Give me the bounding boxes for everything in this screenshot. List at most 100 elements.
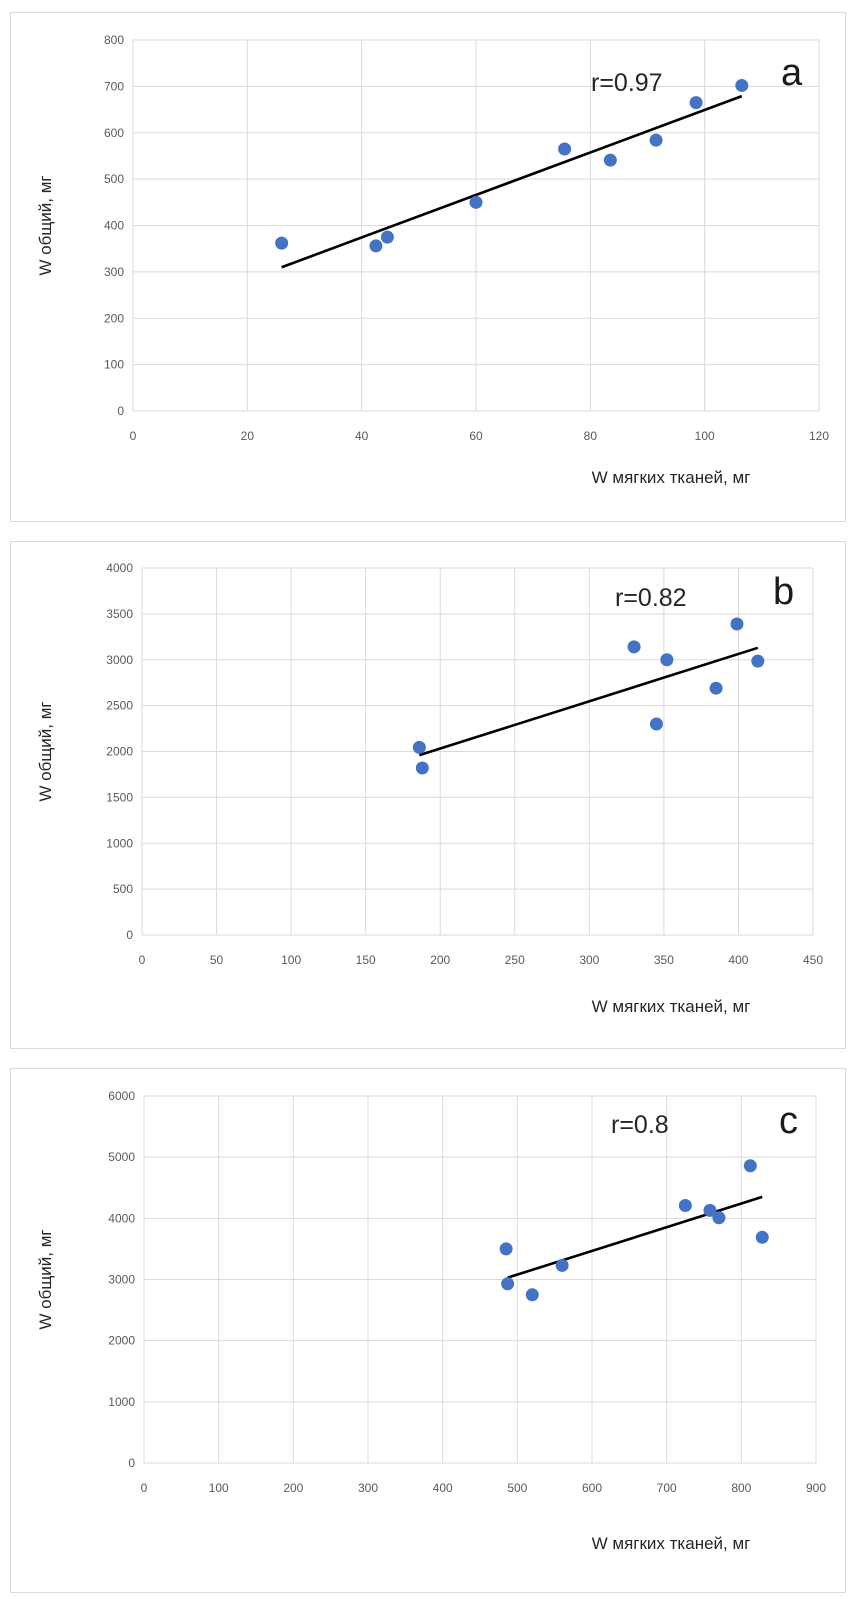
- data-point: [469, 195, 483, 209]
- data-point: [627, 640, 641, 654]
- y-tick-label: 3500: [106, 607, 133, 621]
- y-tick-label: 1000: [108, 1395, 135, 1409]
- y-tick-label: 2500: [106, 699, 133, 713]
- x-tick-label: 250: [505, 953, 525, 967]
- data-point: [730, 617, 744, 631]
- y-tick-label: 2000: [108, 1334, 135, 1348]
- chart-panel-a: 0 100 200 300 400 500 600 700 800 0 20 40 60 80 100 120…: [10, 12, 846, 522]
- scatter-chart-c: 0 1000 2000 3000 4000 5000 6000 0 100 200 300 400 50…: [36, 1089, 826, 1553]
- y-tick-label: 200: [104, 311, 124, 325]
- data-point: [501, 1277, 515, 1291]
- chart-panel-c: 0 1000 2000 3000 4000 5000 6000 0 100 200 300 400 50…: [10, 1068, 846, 1593]
- data-point: [743, 1159, 757, 1173]
- x-tick-label: 900: [806, 1481, 826, 1495]
- y-tick-label: 5000: [108, 1150, 135, 1164]
- trendline: [281, 94, 743, 269]
- y-tick-label: 1000: [106, 836, 133, 850]
- x-tick-label: 200: [283, 1481, 303, 1495]
- y-axis-title: W общий, мг: [36, 1229, 55, 1329]
- correlation-label: r=0.97: [591, 69, 663, 97]
- data-point: [678, 1198, 692, 1212]
- y-tick-label: 500: [104, 172, 124, 186]
- x-tick-label: 100: [281, 953, 301, 967]
- gridlines: [143, 1095, 817, 1464]
- data-point: [649, 133, 663, 147]
- data-point: [555, 1258, 569, 1272]
- x-tick-label: 40: [355, 429, 369, 443]
- y-tick-label: 2000: [106, 745, 133, 759]
- x-tick-label: 120: [809, 429, 829, 443]
- x-tick-label: 20: [241, 429, 255, 443]
- data-point: [755, 1230, 769, 1244]
- y-tick-label: 700: [104, 79, 124, 93]
- x-tick-label: 100: [695, 429, 715, 443]
- y-tick-label: 0: [128, 1456, 135, 1470]
- x-tick-label: 0: [139, 953, 146, 967]
- panel-letter: c: [779, 1100, 798, 1142]
- x-tick-label: 100: [209, 1481, 229, 1495]
- data-point: [412, 740, 426, 754]
- x-tick-label: 800: [731, 1481, 751, 1495]
- x-tick-label: 300: [579, 953, 599, 967]
- y-tick-label: 0: [126, 928, 133, 942]
- x-axis-title: W мягких тканей, мг: [592, 1534, 751, 1553]
- y-tick-label: 500: [113, 882, 133, 896]
- x-tick-label: 400: [433, 1481, 453, 1495]
- y-tick-label: 600: [104, 126, 124, 140]
- data-point: [525, 1288, 539, 1302]
- data-point: [380, 230, 394, 244]
- data-point: [558, 142, 572, 156]
- x-tick-label: 150: [356, 953, 376, 967]
- data-point: [660, 653, 674, 667]
- y-tick-label: 800: [104, 33, 124, 47]
- x-tick-label: 300: [358, 1481, 378, 1495]
- y-tick-label: 6000: [108, 1089, 135, 1103]
- data-point: [735, 78, 749, 92]
- x-axis-title: W мягких тканей, мг: [592, 997, 751, 1016]
- correlation-label: r=0.82: [615, 584, 687, 612]
- trendline: [418, 646, 759, 757]
- trendline: [507, 1195, 763, 1279]
- y-tick-label: 3000: [106, 653, 133, 667]
- y-tick-label: 4000: [108, 1211, 135, 1225]
- y-tick-label: 3000: [108, 1273, 135, 1287]
- x-tick-label: 400: [728, 953, 748, 967]
- x-tick-label: 0: [130, 429, 137, 443]
- data-point: [499, 1242, 513, 1256]
- y-axis-title: W общий, мг: [36, 701, 55, 801]
- data-point: [415, 761, 429, 775]
- y-tick-label: 0: [117, 404, 124, 418]
- panel-letter: a: [781, 52, 803, 94]
- y-tick-label: 400: [104, 219, 124, 233]
- y-tick-label: 300: [104, 265, 124, 279]
- x-tick-label: 0: [141, 1481, 148, 1495]
- x-tick-label: 60: [469, 429, 483, 443]
- panel-letter: b: [773, 571, 794, 613]
- data-point: [709, 681, 723, 695]
- x-tick-label: 80: [584, 429, 598, 443]
- data-point: [649, 717, 663, 731]
- data-point: [275, 236, 289, 250]
- scatter-chart-a: 0 100 200 300 400 500 600 700 800 0 20 40 60 80 100 120…: [36, 33, 829, 487]
- correlation-label: r=0.8: [611, 1111, 669, 1139]
- gridlines: [132, 39, 820, 412]
- y-tick-label: 1500: [106, 790, 133, 804]
- scatter-chart-b: 0 500 1000 1500 2000 2500 3000 3500 4000 0 50 100 15…: [36, 561, 823, 1016]
- x-tick-label: 600: [582, 1481, 602, 1495]
- y-axis-title: W общий, мг: [36, 175, 55, 275]
- data-point: [689, 96, 703, 110]
- chart-panel-b: 0 500 1000 1500 2000 2500 3000 3500 4000 0 50 100 15…: [10, 541, 846, 1049]
- x-tick-label: 450: [803, 953, 823, 967]
- x-tick-label: 700: [657, 1481, 677, 1495]
- x-axis-title: W мягких тканей, мг: [592, 468, 751, 487]
- data-point: [712, 1211, 726, 1225]
- x-tick-label: 50: [210, 953, 224, 967]
- x-tick-label: 350: [654, 953, 674, 967]
- data-point: [751, 654, 765, 668]
- data-point: [603, 153, 617, 167]
- data-point: [369, 239, 383, 253]
- x-tick-label: 500: [507, 1481, 527, 1495]
- x-tick-label: 200: [430, 953, 450, 967]
- y-tick-label: 4000: [106, 561, 133, 575]
- gridlines: [141, 567, 814, 936]
